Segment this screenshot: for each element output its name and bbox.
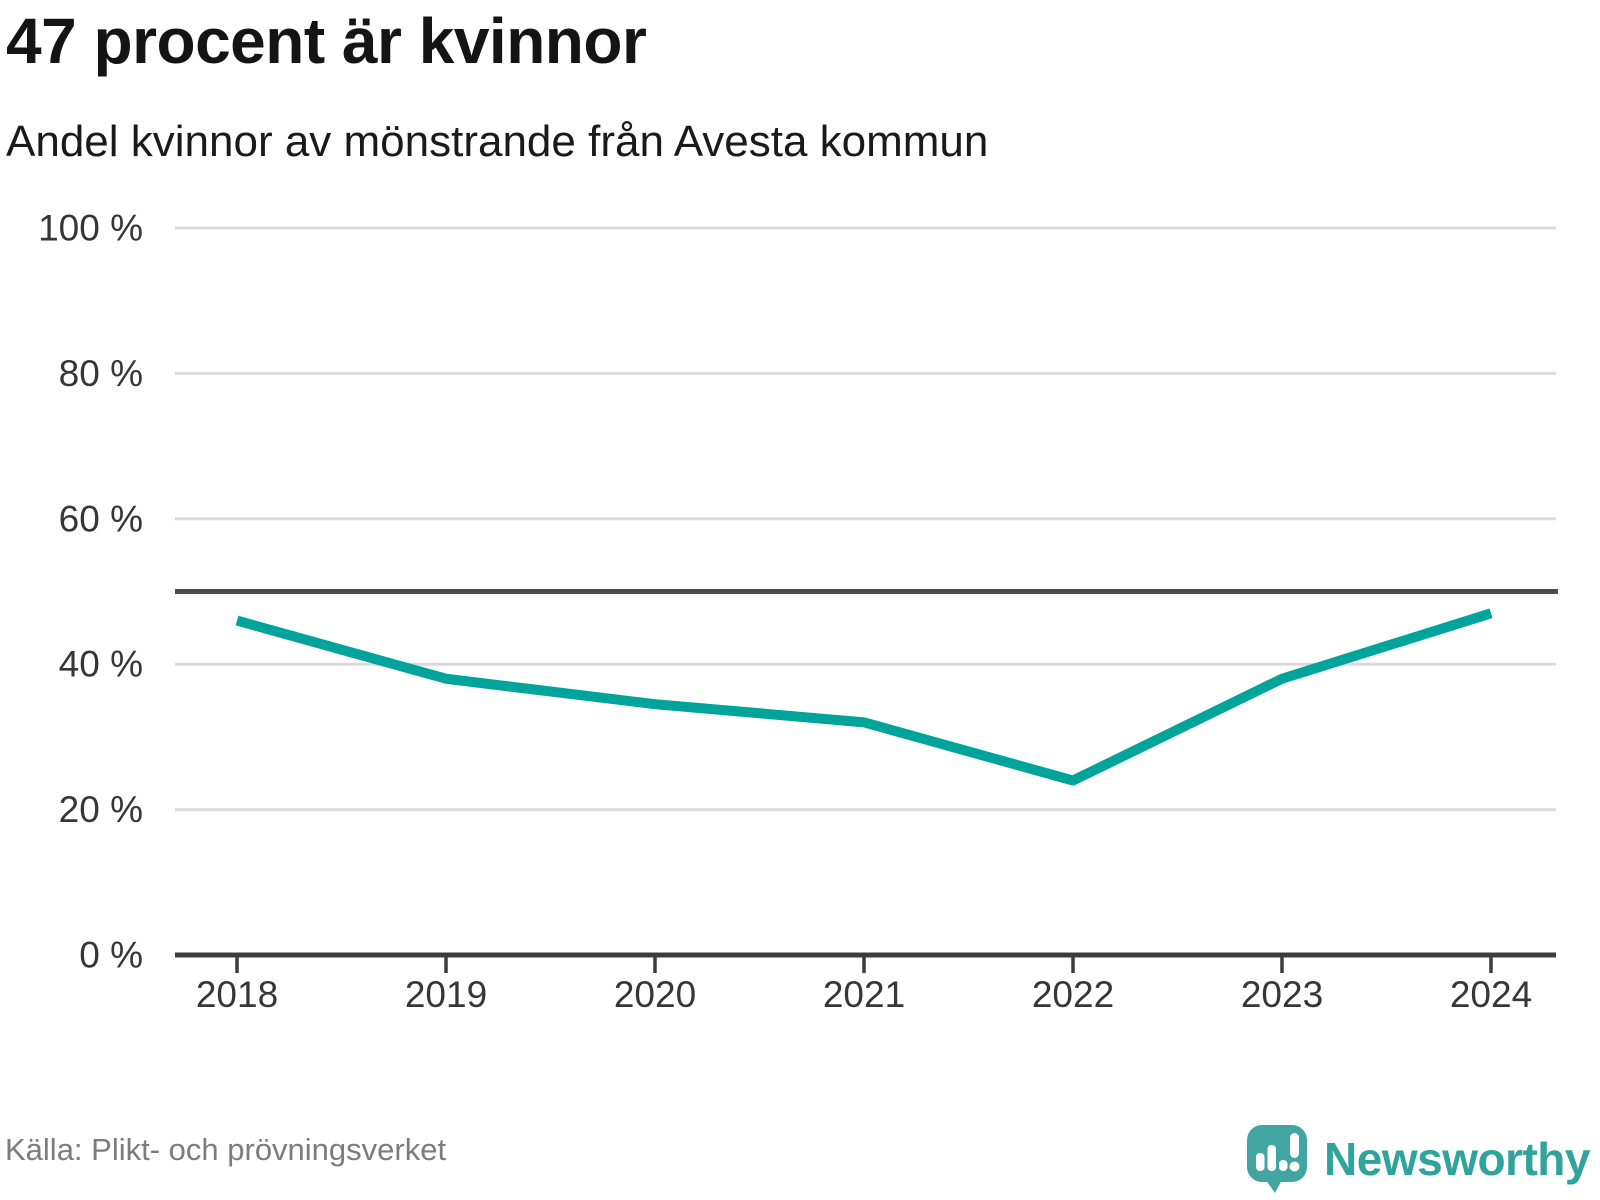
x-axis-tick-label: 2018: [196, 974, 278, 1015]
y-axis-tick-label: 40 %: [59, 644, 143, 685]
x-axis-tick-label: 2024: [1450, 974, 1532, 1015]
newsworthy-bubble-chart-icon: [1247, 1125, 1308, 1193]
source-note: Källa: Plikt- och prövningsverket: [5, 1132, 447, 1167]
newsworthy-logo: Newsworthy: [1246, 1124, 1590, 1194]
x-axis-tick-label: 2020: [614, 974, 696, 1015]
newsworthy-logo-text: Newsworthy: [1324, 1133, 1590, 1185]
y-axis-tick-label: 100 %: [38, 208, 143, 249]
y-axis-tick-label: 60 %: [59, 498, 143, 539]
data-line-andel-kvinnor: [235, 608, 1493, 786]
x-axis-tick-label: 2021: [823, 974, 905, 1015]
x-axis-tick-label: 2022: [1032, 974, 1114, 1015]
chart-title: 47 procent är kvinnor: [6, 5, 647, 77]
y-axis-tick-label: 0 %: [79, 935, 143, 976]
x-axis-tick-label: 2023: [1241, 974, 1323, 1015]
x-axis-tick-label: 2019: [405, 974, 487, 1015]
y-axis-tick-label: 20 %: [59, 789, 143, 830]
y-axis-tick-label: 80 %: [59, 353, 143, 394]
chart-subtitle: Andel kvinnor av mönstrande från Avesta …: [6, 117, 989, 166]
